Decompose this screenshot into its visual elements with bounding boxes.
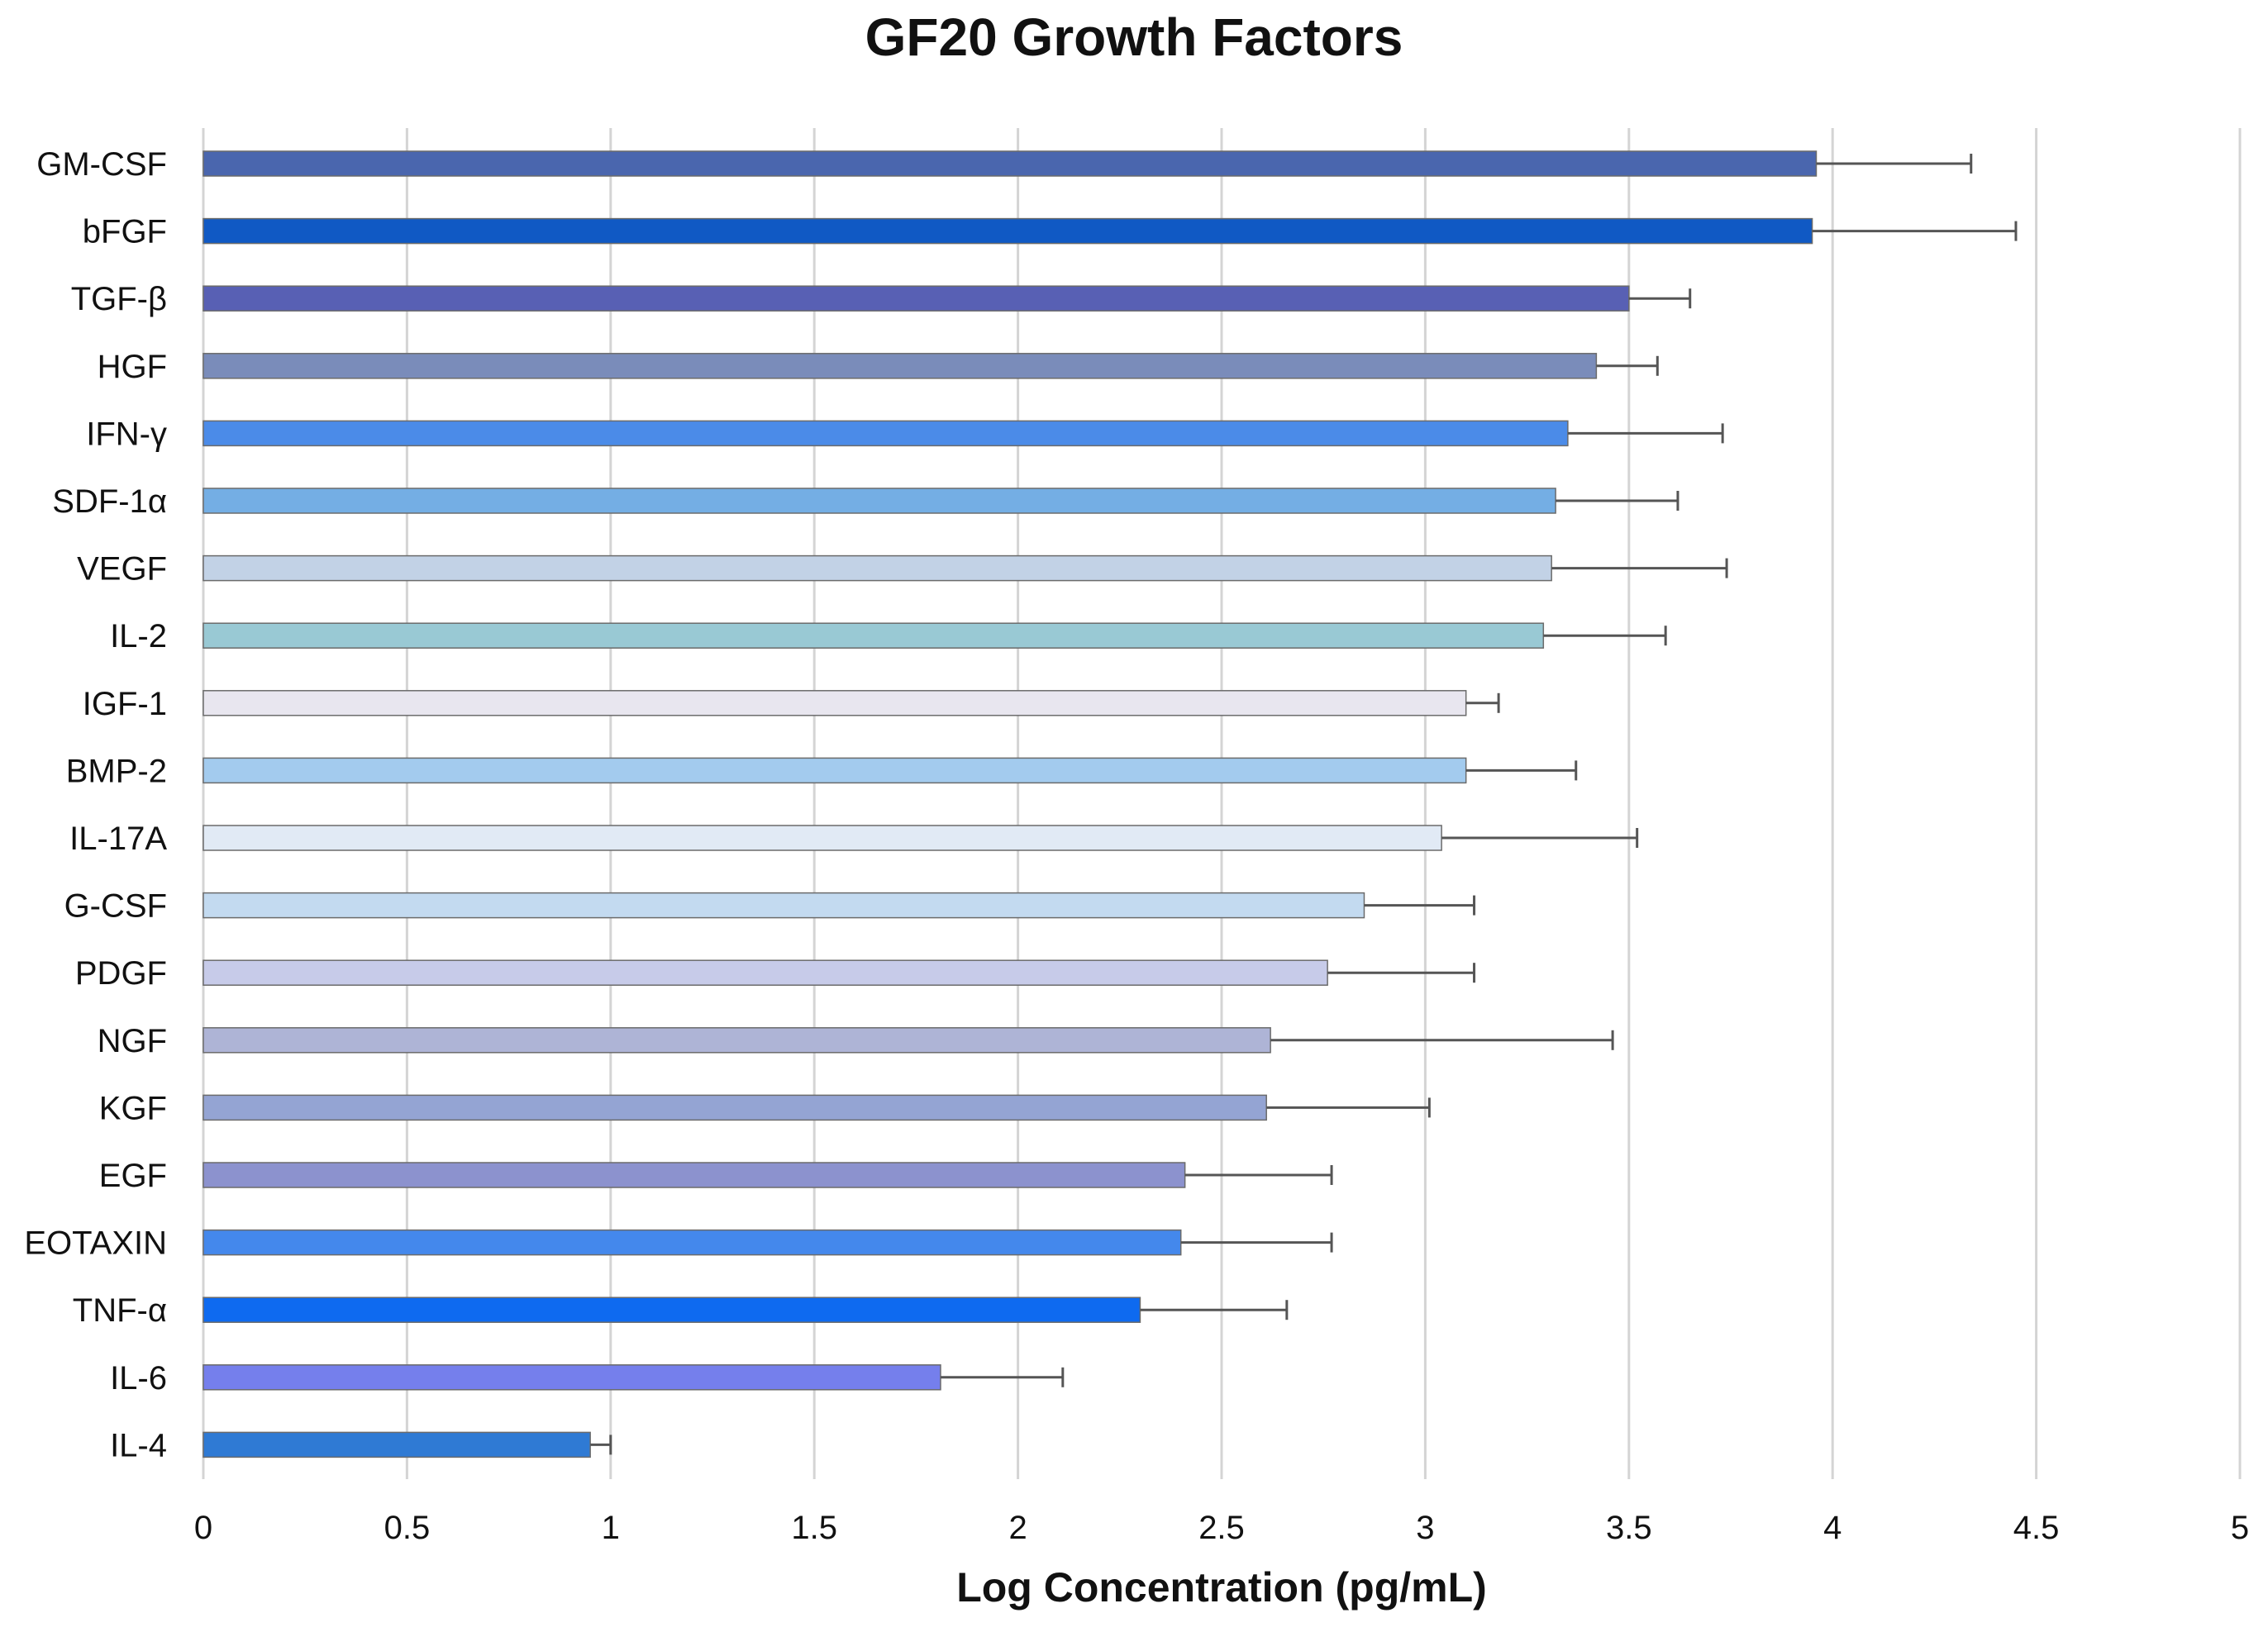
- x-tick-label: 5: [2231, 1510, 2249, 1546]
- bar: [202, 1431, 591, 1458]
- bar: [202, 825, 1442, 851]
- bar: [202, 757, 1467, 784]
- bar: [202, 488, 1556, 514]
- x-tick-label: 2: [1008, 1510, 1027, 1546]
- bar: [202, 150, 1818, 177]
- bar: [202, 1094, 1267, 1121]
- category-label: EGF: [99, 1158, 167, 1194]
- category-label: KGF: [99, 1090, 167, 1126]
- bar: [202, 622, 1545, 649]
- chart-title: GF20 Growth Factors: [865, 7, 1403, 67]
- x-tick-label: 0: [194, 1510, 212, 1546]
- category-label: BMP-2: [66, 753, 167, 789]
- bar: [202, 1162, 1186, 1188]
- bar: [202, 1027, 1271, 1054]
- category-label: SDF-1α: [52, 483, 167, 520]
- x-tick-label: 2.5: [1198, 1510, 1245, 1546]
- category-label: IL-2: [110, 618, 167, 654]
- x-tick-label: 3: [1416, 1510, 1434, 1546]
- category-label: NGF: [98, 1023, 167, 1059]
- category-label: IL-6: [110, 1360, 167, 1396]
- bar: [202, 285, 1630, 312]
- bar: [202, 690, 1467, 716]
- category-label: IFN-γ: [86, 416, 167, 452]
- bar: [202, 1364, 941, 1391]
- category-label: TGF-β: [71, 281, 167, 317]
- bar: [202, 1229, 1182, 1256]
- bar: [202, 1297, 1141, 1323]
- x-tick-label: 0.5: [384, 1510, 431, 1546]
- bar: [202, 420, 1569, 447]
- bar: [202, 959, 1328, 986]
- category-label: HGF: [98, 349, 167, 385]
- x-tick-label: 1: [602, 1510, 620, 1546]
- category-label: TNF-α: [73, 1292, 167, 1329]
- category-label: VEGF: [77, 551, 167, 588]
- x-tick-label: 1.5: [791, 1510, 837, 1546]
- category-label: bFGF: [83, 214, 167, 250]
- category-label: IL-4: [110, 1427, 167, 1463]
- category-label: GM-CSF: [36, 146, 167, 183]
- category-label: IL-17A: [69, 821, 167, 857]
- category-label: IGF-1: [83, 686, 167, 722]
- x-tick-label: 4.5: [2013, 1510, 2060, 1546]
- x-tick-label: 3.5: [1606, 1510, 1652, 1546]
- bar: [202, 554, 1552, 582]
- category-label: G-CSF: [64, 888, 167, 925]
- bar: [202, 892, 1365, 919]
- bar: [202, 353, 1598, 379]
- x-axis-title: Log Concentration (pg/mL): [956, 1564, 1487, 1611]
- category-label: EOTAXIN: [24, 1225, 167, 1262]
- x-tick-label: 4: [1823, 1510, 1842, 1546]
- bar: [202, 217, 1813, 245]
- category-label: PDGF: [75, 955, 167, 992]
